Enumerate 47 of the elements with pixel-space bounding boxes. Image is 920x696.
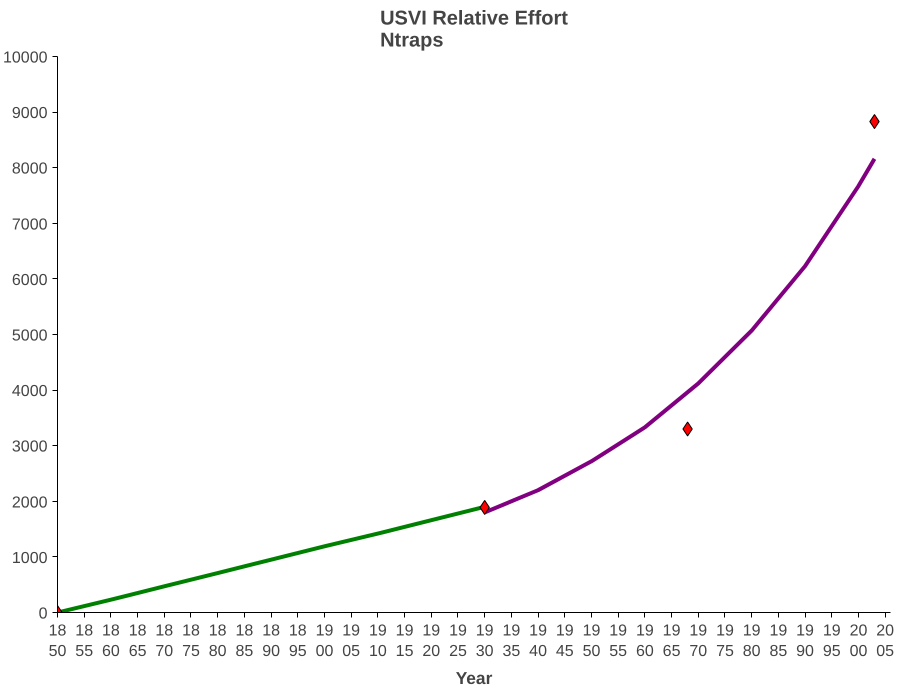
x-tick-label: 19 85 <box>769 622 788 660</box>
y-tick-label: 6000 <box>12 272 48 289</box>
x-tick-label: 19 30 <box>476 622 494 660</box>
x-tick-label: 20 05 <box>876 622 894 660</box>
x-tick-label: 18 65 <box>128 622 147 660</box>
y-tick-label: 2000 <box>12 494 48 512</box>
y-tick-label: 4000 <box>12 383 48 400</box>
x-tick-label: 19 15 <box>396 622 414 660</box>
y-tick-label: 3000 <box>12 438 48 456</box>
x-tick-label: 19 10 <box>368 622 387 660</box>
x-tick-label: 18 75 <box>182 622 200 660</box>
x-tick-label: 19 65 <box>662 622 681 660</box>
x-tick-label: 20 00 <box>850 622 868 660</box>
x-tick-label: 19 60 <box>636 622 654 660</box>
x-tick-label: 18 90 <box>262 622 280 660</box>
x-tick-label: 19 25 <box>449 622 467 660</box>
x-tick-label: 19 55 <box>609 622 628 660</box>
x-tick-label: 18 85 <box>235 622 254 660</box>
y-tick-label: 9000 <box>12 105 48 122</box>
y-tick-label: 0 <box>38 606 48 622</box>
x-tick-label: 19 45 <box>556 622 574 660</box>
x-tick-label: 18 55 <box>75 622 94 660</box>
x-tick-label: 19 95 <box>822 622 841 660</box>
x-tick-label: 19 05 <box>342 622 360 660</box>
x-tick-label: 19 50 <box>582 622 600 660</box>
y-tick-label: 8000 <box>12 160 48 178</box>
x-tick-label: 19 90 <box>796 622 814 660</box>
chart-title: USVI Relative Effort Ntraps <box>380 8 568 52</box>
x-tick-label: 18 80 <box>208 622 227 660</box>
x-tick-label: 19 40 <box>529 622 548 660</box>
x-tick-label: 19 35 <box>502 622 520 660</box>
point <box>869 114 880 130</box>
x-tick-label: 19 75 <box>716 622 734 660</box>
y-tick-label: 1000 <box>12 550 48 567</box>
x-tick-label: 19 80 <box>742 622 761 660</box>
point <box>682 422 693 437</box>
x-tick-label: 19 70 <box>689 622 708 660</box>
y-tick-label: 7000 <box>12 216 48 234</box>
x-tick-label: 18 70 <box>155 622 174 660</box>
y-tick-label: 10000 <box>3 50 48 66</box>
y-tick-label: 5000 <box>12 328 48 344</box>
x-tick-label: 18 60 <box>102 622 120 660</box>
x-tick-label: 18 95 <box>288 622 307 660</box>
x-axis-title: Year <box>456 668 493 688</box>
x-tick-label: 19 20 <box>422 622 440 660</box>
x-tick-label: 18 50 <box>48 622 66 660</box>
x-tick-label: 19 00 <box>316 622 334 660</box>
